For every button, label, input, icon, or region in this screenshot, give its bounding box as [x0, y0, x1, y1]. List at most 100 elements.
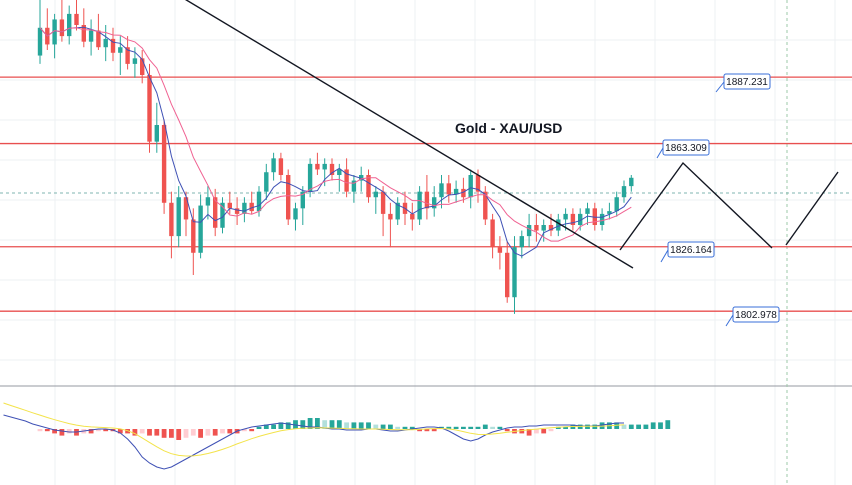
macd-histogram-bar [52, 429, 57, 434]
candle-body [490, 219, 495, 248]
macd-histogram-bar [650, 422, 656, 429]
candle-body [395, 202, 400, 220]
macd-histogram-bar [431, 429, 437, 432]
macd-histogram-bar [96, 429, 101, 432]
candle-body [234, 208, 240, 214]
macd-histogram-bar [453, 426, 459, 429]
candle-body [556, 219, 561, 231]
macd-histogram-bar [307, 418, 313, 429]
level-label-support-2: 1802.978 [725, 306, 780, 327]
label-callout [660, 249, 669, 263]
macd-histogram-bar [658, 422, 663, 429]
candle-body [534, 225, 539, 231]
candle-body [125, 47, 130, 64]
candle-body [198, 205, 203, 253]
candle-body [161, 125, 167, 203]
candle-body [446, 183, 451, 195]
macd-histogram-bar [212, 429, 218, 436]
macd-histogram-bar [563, 426, 568, 429]
label-callout [715, 81, 725, 93]
macd-histogram-bar [117, 429, 123, 434]
level-label-resistance-1: 1863.309 [656, 139, 710, 159]
candle-body [249, 202, 254, 212]
projection-rise [785, 171, 839, 246]
candle-body [271, 158, 276, 173]
moving-averages [39, 26, 632, 257]
candle-body [351, 180, 357, 192]
macd-histogram-bar [409, 426, 415, 429]
level-label-support-1: 1826.164 [660, 241, 715, 263]
candle-body [373, 191, 378, 198]
macd-histogram-bar [205, 429, 211, 436]
candle-body [118, 47, 123, 53]
candle-body [307, 163, 313, 192]
candle-body [169, 202, 174, 237]
drawn-lines [184, 0, 839, 269]
macd-histogram-bar [519, 429, 525, 434]
macd-histogram-bar [358, 422, 364, 429]
candle-body [614, 197, 619, 212]
candle-body [388, 213, 393, 220]
macd-histogram-bar [103, 429, 109, 432]
candle-body [337, 169, 342, 175]
candle-body [81, 25, 86, 42]
macd-histogram-bar [249, 429, 255, 432]
candle-body [140, 58, 145, 75]
macd-histogram-bar [139, 429, 145, 434]
macd-histogram-bar [534, 429, 539, 434]
candle-body [475, 175, 481, 192]
macd-histogram-bar [278, 422, 284, 429]
macd-histogram-bar [380, 424, 386, 429]
macd-histogram-bar [366, 422, 371, 429]
macd-histogram-bar [424, 429, 430, 432]
candle-body [461, 188, 466, 198]
macd-histogram-bar [628, 424, 634, 429]
macd-histogram-bar [621, 424, 627, 429]
candle-body [417, 191, 422, 220]
label-text: 1826.164 [670, 245, 712, 256]
macd-histogram-bar [490, 426, 495, 429]
candle-body [497, 247, 503, 253]
macd-histogram-bar [176, 429, 182, 440]
label-callout [725, 314, 734, 327]
candle-body [103, 38, 108, 48]
candle-body [432, 197, 437, 209]
candle-body [344, 169, 349, 192]
macd-histogram-bar [190, 429, 196, 436]
candle-body [110, 38, 116, 53]
candle-body [439, 183, 444, 198]
candle-body [88, 30, 94, 42]
macd-histogram-bar [66, 429, 72, 434]
macd-histogram-bar [475, 426, 481, 429]
macd-histogram-bar [315, 418, 320, 429]
candle-body [213, 197, 218, 228]
candle-body [483, 191, 488, 220]
label-box [732, 306, 780, 323]
label-box [667, 241, 715, 258]
candle-body [37, 27, 43, 56]
macd-histogram-bar [504, 429, 510, 432]
candlestick-series [37, 0, 634, 314]
macd-histogram-bar [555, 426, 561, 429]
candle-body [329, 163, 335, 175]
candle-body [592, 208, 597, 225]
label-box [723, 73, 771, 90]
macd-histogram-bar [541, 429, 547, 434]
macd-histogram-bar [44, 429, 50, 432]
macd-histogram-bar [636, 424, 641, 429]
macd-signal-line [3, 402, 625, 457]
macd-histogram-bar [285, 422, 291, 429]
macd-histogram-bar [482, 424, 488, 429]
macd-histogram-bar [329, 420, 335, 429]
macd-histogram-bar [373, 424, 379, 429]
candle-body [512, 247, 517, 298]
label-text: 1863.309 [665, 143, 707, 154]
macd-histogram-bar [402, 426, 408, 429]
candle-body [505, 252, 510, 298]
candle-body [191, 219, 196, 253]
level-labels: 1887.231 1863.309 1826.164 1802.978 [656, 73, 780, 327]
macd-histogram-bar [161, 429, 167, 438]
candle-body [67, 13, 72, 37]
candle-body [541, 225, 546, 231]
candle-body [59, 19, 65, 37]
